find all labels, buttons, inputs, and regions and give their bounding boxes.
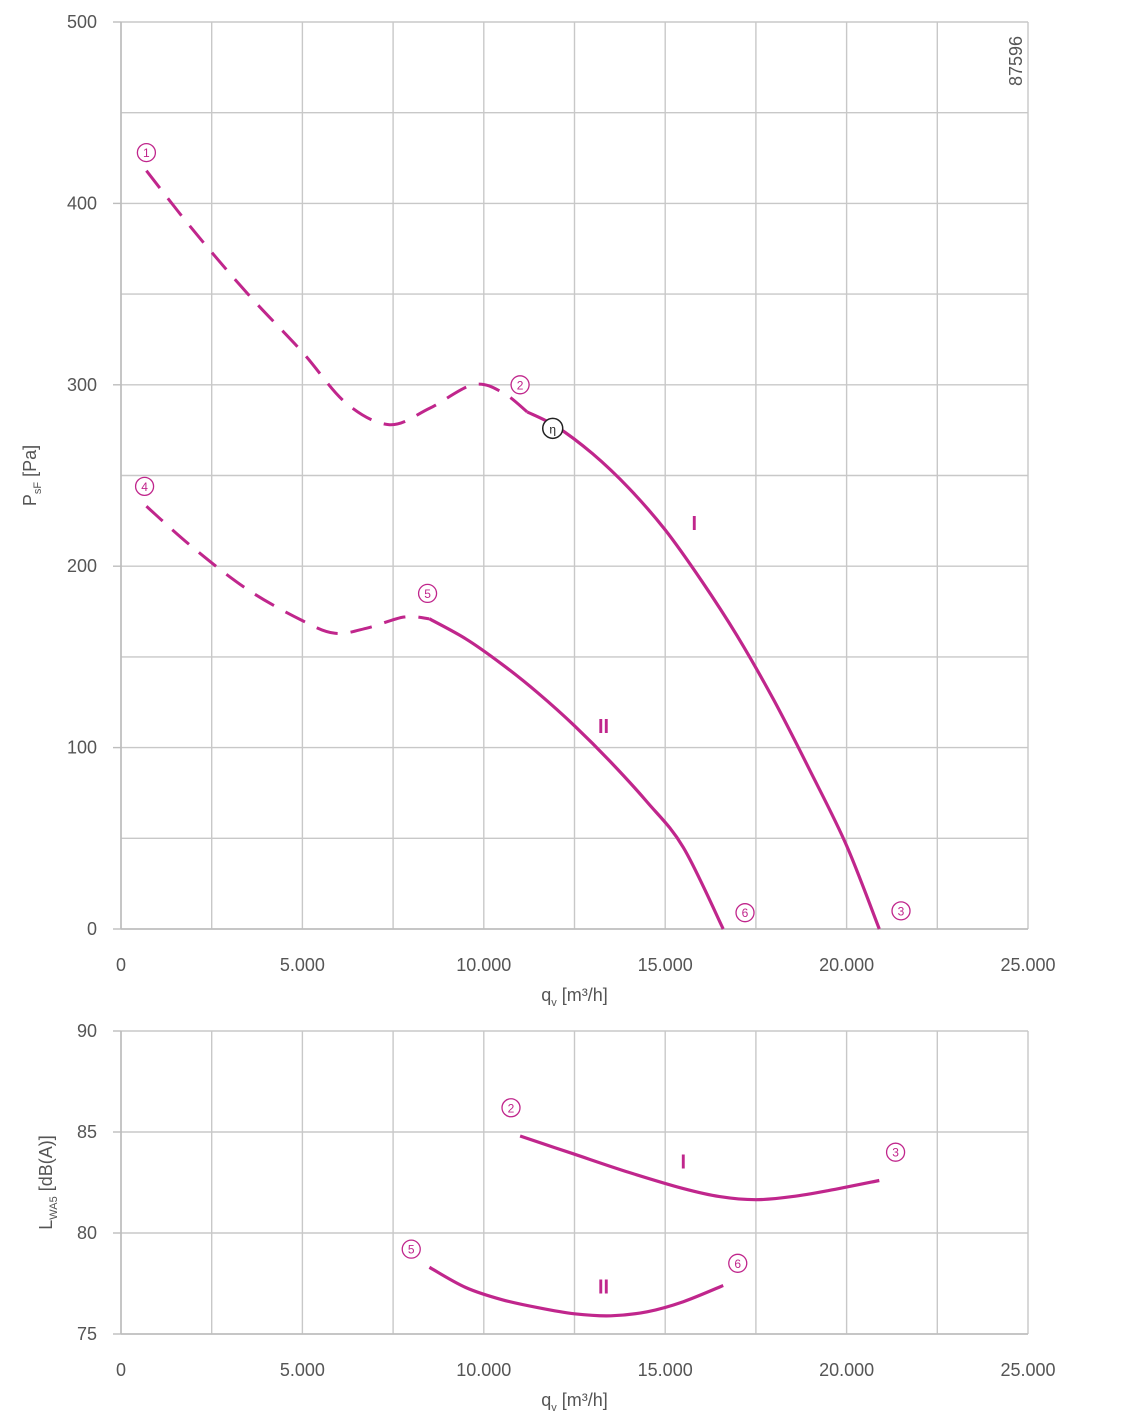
sound-curve-label-1: I bbox=[681, 1151, 687, 1173]
sound-point-marker-5: 5 bbox=[401, 1239, 421, 1259]
pressure-y-tick-label: 0 bbox=[87, 919, 97, 939]
pressure-point-marker-circle bbox=[735, 903, 755, 923]
sound-x-axis-title: qv [m³/h] bbox=[541, 1390, 608, 1414]
pressure-curve-2-unstable bbox=[145, 505, 430, 636]
pressure-point-marker-5: 5 bbox=[417, 583, 438, 604]
pressure-point-marker-label: 2 bbox=[517, 378, 524, 392]
pressure-point-marker-4: 4 bbox=[134, 476, 155, 497]
pressure-y-tick-label: 100 bbox=[67, 738, 97, 758]
pressure-point-marker-label: 4 bbox=[141, 480, 148, 494]
pressure-grid bbox=[120, 21, 1029, 930]
pressure-x-tick-label: 10.000 bbox=[456, 955, 511, 975]
pressure-efficiency-symbol: η bbox=[549, 422, 556, 436]
pressure-curve-1 bbox=[526, 410, 881, 930]
sound-point-marker-circle bbox=[728, 1253, 748, 1273]
sound-x-tick-label: 20.000 bbox=[819, 1360, 874, 1380]
pressure-point-marker-3: 3 bbox=[891, 901, 911, 921]
pressure-y-tick-label: 200 bbox=[67, 556, 97, 576]
sound-curve-label-2: II bbox=[598, 1277, 609, 1299]
pressure-point-marker-1: 1 bbox=[136, 142, 157, 163]
sound-point-marker-label: 3 bbox=[892, 1146, 899, 1160]
sound-series-2: II bbox=[428, 1265, 724, 1318]
pressure-x-tick-label: 20.000 bbox=[819, 955, 874, 975]
sound-power-chart: 0 5.000 10.000 15.000 20.000 25.000 75 80 85 90 qv… bbox=[36, 1021, 1056, 1414]
pressure-point-marker-2: 2 bbox=[510, 375, 530, 395]
pressure-y-tick-label: 400 bbox=[67, 193, 97, 213]
sound-x-tick-label: 0 bbox=[116, 1360, 126, 1380]
pressure-point-marker-circle bbox=[134, 476, 155, 497]
pressure-x-axis-title: qv [m³/h] bbox=[541, 985, 608, 1009]
pressure-x-tick-label: 15.000 bbox=[638, 955, 693, 975]
sound-curve-1 bbox=[519, 1134, 880, 1202]
sound-point-marker-2: 2 bbox=[501, 1098, 521, 1118]
pressure-point-marker-label: 5 bbox=[424, 587, 431, 601]
sound-x-tick-label: 5.000 bbox=[280, 1360, 325, 1380]
pressure-y-tick-label: 500 bbox=[67, 12, 97, 32]
sound-curve-2 bbox=[428, 1265, 724, 1318]
pressure-point-marker-label: 1 bbox=[143, 146, 150, 160]
pressure-x-tick-label: 25.000 bbox=[1000, 955, 1055, 975]
pressure-curve-2 bbox=[428, 617, 725, 930]
sound-point-marker-label: 5 bbox=[408, 1243, 415, 1257]
pressure-curve-label-2: II bbox=[598, 716, 609, 738]
pressure-efficiency-marker: η bbox=[541, 417, 564, 440]
pressure-series-2: II bbox=[145, 505, 725, 930]
pressure-series-1: I bbox=[145, 169, 881, 930]
pressure-x-tick-label: 0 bbox=[116, 955, 126, 975]
sound-y-tick-label: 90 bbox=[77, 1021, 97, 1041]
pressure-y-tick-label: 300 bbox=[67, 375, 97, 395]
pressure-chart: 0 5.000 10.000 15.000 20.000 25.000 0 100 200 300… bbox=[20, 12, 1056, 1009]
sound-x-tick-label: 10.000 bbox=[456, 1360, 511, 1380]
sound-point-marker-circle bbox=[885, 1142, 906, 1162]
sound-y-tick-label: 75 bbox=[77, 1324, 97, 1344]
pressure-point-marker-circle bbox=[510, 375, 530, 395]
sound-point-marker-6: 6 bbox=[728, 1253, 748, 1273]
sound-y-tick-label: 85 bbox=[77, 1122, 97, 1142]
sound-point-marker-label: 2 bbox=[508, 1101, 515, 1115]
sound-grid bbox=[120, 1030, 1029, 1335]
sound-point-marker-circle bbox=[501, 1098, 521, 1118]
pressure-curve-1-unstable bbox=[145, 169, 529, 427]
sound-y-tick-label: 80 bbox=[77, 1223, 97, 1243]
sound-x-tick-label: 25.000 bbox=[1000, 1360, 1055, 1380]
pressure-curve-label-1: I bbox=[691, 513, 697, 535]
pressure-y-axis-title: PsF [Pa] bbox=[20, 445, 44, 506]
sound-point-marker-circle bbox=[401, 1239, 421, 1259]
sound-point-marker-label: 6 bbox=[734, 1257, 741, 1271]
pressure-x-tick-label: 5.000 bbox=[280, 955, 325, 975]
pressure-efficiency-marker-circle bbox=[541, 417, 564, 440]
sound-series-1: I bbox=[519, 1134, 880, 1202]
pressure-point-marker-circle bbox=[136, 142, 157, 163]
sound-y-axis-title: LWA5 [dB(A)] bbox=[36, 1135, 60, 1229]
pressure-point-marker-6: 6 bbox=[735, 903, 755, 923]
sound-point-marker-3: 3 bbox=[885, 1142, 906, 1162]
pressure-point-marker-label: 3 bbox=[898, 904, 905, 918]
pressure-point-marker-circle bbox=[891, 901, 911, 921]
pressure-point-marker-label: 6 bbox=[742, 906, 749, 920]
pressure-point-marker-circle bbox=[417, 583, 438, 604]
sound-x-tick-label: 15.000 bbox=[638, 1360, 693, 1380]
drawing-code: 87596 bbox=[1006, 36, 1026, 86]
